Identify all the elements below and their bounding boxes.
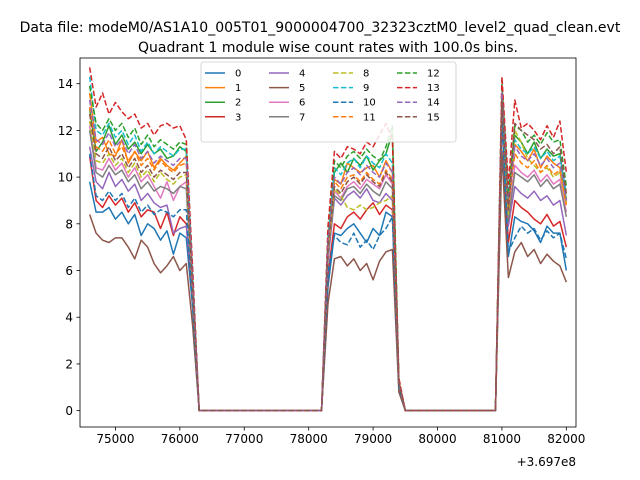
legend-item-8: 8 xyxy=(333,69,369,80)
legend-label: 5 xyxy=(299,83,305,94)
x-tick-label: 79000 xyxy=(354,432,392,446)
axes-frame xyxy=(79,57,577,428)
legend-label: 1 xyxy=(235,83,241,94)
y-tick-label: 2 xyxy=(65,357,73,371)
legend-label: 15 xyxy=(427,112,440,123)
legend-item-5: 5 xyxy=(269,83,305,94)
y-tick-label: 12 xyxy=(58,124,73,138)
legend-label: 4 xyxy=(299,69,305,80)
y-axis: 0 2 4 6 8 10 12 14 xyxy=(58,77,80,418)
x-offset-label: +3.697e8 xyxy=(517,455,576,469)
legend-label: 3 xyxy=(235,112,241,123)
legend-label: 9 xyxy=(363,83,369,94)
y-tick-label: 14 xyxy=(58,77,73,91)
legend-item-1: 1 xyxy=(205,83,241,94)
legend-item-6: 6 xyxy=(269,98,305,109)
legend-item-14: 14 xyxy=(397,98,440,109)
legend-label: 12 xyxy=(427,69,440,80)
legend-item-11: 11 xyxy=(333,112,376,123)
legend-item-9: 9 xyxy=(333,83,369,94)
legend-item-4: 4 xyxy=(269,69,305,80)
legend-label: 10 xyxy=(363,98,376,109)
x-tick-label: 76000 xyxy=(161,432,199,446)
legend-item-3: 3 xyxy=(205,112,241,123)
y-tick-label: 6 xyxy=(65,264,73,278)
legend-label: 14 xyxy=(427,98,440,109)
legend-item-0: 0 xyxy=(205,69,241,80)
legend-item-13: 13 xyxy=(397,83,440,94)
legend-item-12: 12 xyxy=(397,69,440,80)
legend-box xyxy=(200,61,457,143)
legend-item-10: 10 xyxy=(333,98,376,109)
x-tick-label: 80000 xyxy=(418,432,456,446)
x-tick-label: 77000 xyxy=(225,432,263,446)
legend-label: 11 xyxy=(363,112,376,123)
legend-item-2: 2 xyxy=(205,98,241,109)
y-tick-label: 0 xyxy=(65,404,73,418)
x-tick-label: 82000 xyxy=(547,432,585,446)
legend-item-15: 15 xyxy=(397,112,440,123)
legend-label: 8 xyxy=(363,69,369,80)
series-line-10 xyxy=(88,115,568,412)
legend-label: 7 xyxy=(299,112,305,123)
figure-suptitle: Data file: modeM0/AS1A10_005T01_90000047… xyxy=(20,20,621,36)
legend-label: 0 xyxy=(235,69,241,80)
legend-label: 6 xyxy=(299,98,305,109)
plot-lines xyxy=(88,67,568,412)
axes-title: Quadrant 1 module wise count rates with … xyxy=(138,40,518,56)
y-tick-label: 8 xyxy=(65,217,73,231)
x-tick-label: 75000 xyxy=(96,432,134,446)
y-tick-label: 10 xyxy=(58,171,73,185)
x-tick-label: 81000 xyxy=(483,432,521,446)
legend-label: 2 xyxy=(235,98,241,109)
legend-item-7: 7 xyxy=(269,112,305,123)
y-tick-label: 4 xyxy=(65,311,73,325)
x-tick-label: 78000 xyxy=(290,432,328,446)
legend-label: 13 xyxy=(427,83,440,94)
x-axis: 75000 76000 77000 78000 79000 80000 81000 82000 xyxy=(96,427,585,446)
series-line-15 xyxy=(88,99,568,412)
